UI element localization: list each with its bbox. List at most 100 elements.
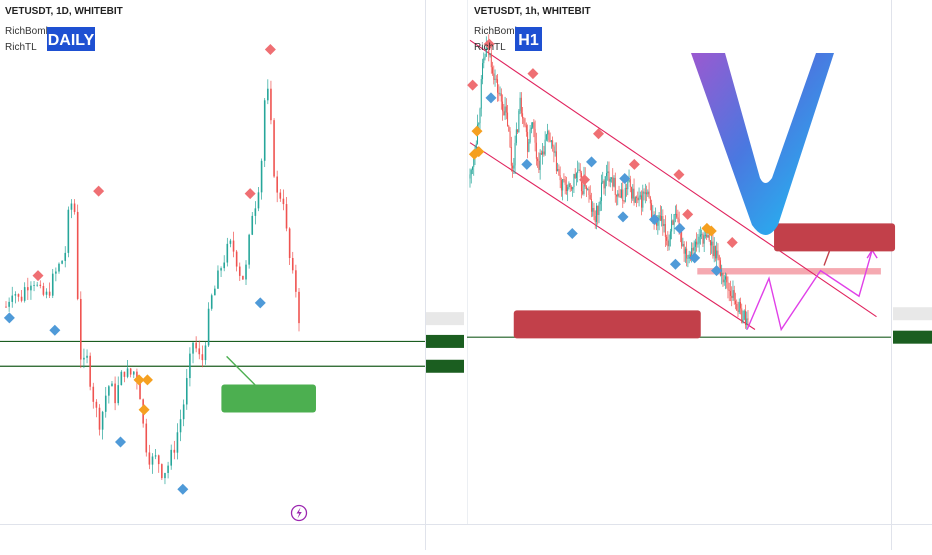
- signal-marker-red[interactable]: [579, 174, 591, 186]
- signal-marker-red[interactable]: [93, 185, 105, 197]
- signal-marker-blue[interactable]: [648, 213, 660, 225]
- candle-body: [17, 294, 20, 297]
- candle-body: [659, 215, 661, 221]
- signal-marker-red[interactable]: [483, 38, 495, 50]
- candle-body: [479, 108, 481, 124]
- candle-body: [555, 151, 557, 172]
- signal-marker-blue[interactable]: [49, 324, 61, 336]
- candle-body: [611, 177, 613, 179]
- candle-body: [509, 131, 511, 147]
- signal-marker-blue[interactable]: [521, 158, 533, 170]
- candle-body: [285, 204, 288, 229]
- candle-body: [539, 153, 541, 170]
- callout-box[interactable]: [774, 223, 896, 252]
- callout-box[interactable]: [221, 384, 316, 413]
- signal-marker-blue[interactable]: [689, 252, 701, 264]
- signal-marker-red[interactable]: [264, 44, 276, 56]
- candle-body: [706, 234, 708, 238]
- candle-body: [582, 191, 584, 194]
- signal-marker-orange[interactable]: [133, 374, 145, 386]
- signal-marker-orange[interactable]: [138, 404, 150, 416]
- candle-body: [157, 455, 160, 465]
- candle-body: [649, 197, 651, 204]
- candle-body: [738, 302, 740, 313]
- candle-body: [64, 252, 67, 261]
- signal-marker-blue[interactable]: [3, 312, 15, 324]
- daily-plot-area[interactable]: [0, 0, 425, 524]
- candle-body: [547, 130, 549, 135]
- candle-body: [634, 197, 636, 203]
- lightning-icon[interactable]: [290, 504, 308, 522]
- candle-body: [737, 310, 739, 313]
- channel-upper-line[interactable]: [469, 39, 877, 318]
- candle-body: [14, 294, 17, 296]
- candle-body: [619, 196, 621, 198]
- candle-body: [613, 177, 615, 187]
- h1-indicator-richtl[interactable]: RichTL: [474, 42, 506, 53]
- candle-body: [295, 270, 297, 292]
- signal-marker-red[interactable]: [628, 158, 640, 170]
- signal-marker-blue[interactable]: [711, 265, 723, 277]
- candle-body: [718, 255, 720, 261]
- candle-body: [739, 302, 741, 309]
- signal-marker-blue[interactable]: [485, 92, 497, 104]
- candle-body: [126, 368, 129, 377]
- signal-marker-orange[interactable]: [705, 225, 717, 237]
- signal-marker-blue[interactable]: [669, 258, 681, 270]
- signal-marker-orange[interactable]: [473, 146, 485, 158]
- signal-marker-blue[interactable]: [566, 228, 578, 240]
- signal-marker-red[interactable]: [244, 188, 256, 200]
- candle-body: [493, 73, 495, 80]
- h1-chart-title: VETUSDT, 1h, WHITEBIT: [474, 6, 591, 17]
- candle-body: [123, 371, 126, 377]
- signal-marker-blue[interactable]: [177, 483, 189, 495]
- candle-body: [728, 289, 730, 291]
- candle-body: [497, 79, 499, 93]
- signal-marker-blue[interactable]: [619, 173, 631, 185]
- candle-body: [117, 385, 120, 404]
- candle-body: [597, 205, 599, 215]
- h1-indicator-richbomb[interactable]: RichBomb: [474, 26, 521, 37]
- candle-body: [698, 236, 700, 244]
- signal-marker-red[interactable]: [726, 236, 738, 248]
- candle-body: [529, 129, 531, 143]
- signal-marker-red[interactable]: [673, 169, 685, 181]
- daily-indicator-richtl[interactable]: RichTL: [5, 42, 37, 53]
- signal-marker-blue[interactable]: [586, 156, 598, 168]
- candle-body: [5, 306, 7, 308]
- candle-body: [86, 355, 88, 358]
- candle-body: [678, 218, 680, 227]
- candle-body: [514, 142, 516, 166]
- signal-marker-red[interactable]: [32, 270, 44, 282]
- candle-body: [279, 192, 282, 199]
- callout-box[interactable]: [513, 310, 701, 339]
- candle-body: [638, 196, 640, 201]
- candle-body: [742, 319, 744, 323]
- projection-path[interactable]: [746, 249, 873, 332]
- candle-body: [176, 432, 179, 453]
- candle-body: [683, 243, 685, 254]
- signal-marker-orange[interactable]: [471, 125, 483, 137]
- channel-lower-line[interactable]: [469, 142, 756, 330]
- signal-marker-blue[interactable]: [115, 436, 127, 448]
- signal-marker-red[interactable]: [593, 128, 605, 140]
- candle-body: [522, 113, 524, 119]
- signal-marker-red[interactable]: [467, 79, 479, 91]
- candle-body: [515, 129, 517, 143]
- daily-indicator-richbomb[interactable]: RichBomb: [5, 26, 52, 37]
- candle-body: [641, 195, 643, 208]
- candle-body: [636, 197, 638, 199]
- candle-body: [98, 407, 101, 430]
- candle-body: [699, 234, 701, 237]
- resistance-zone[interactable]: [697, 268, 881, 275]
- signal-marker-red[interactable]: [527, 68, 539, 80]
- signal-marker-blue[interactable]: [254, 297, 266, 309]
- candle-body: [151, 456, 154, 465]
- signal-marker-red[interactable]: [682, 208, 694, 220]
- signal-marker-blue[interactable]: [617, 211, 629, 223]
- candle-body: [472, 166, 474, 170]
- signal-marker-orange[interactable]: [141, 374, 153, 386]
- candle-body: [713, 246, 715, 257]
- candle-body: [132, 371, 135, 375]
- signal-marker-blue[interactable]: [674, 222, 686, 234]
